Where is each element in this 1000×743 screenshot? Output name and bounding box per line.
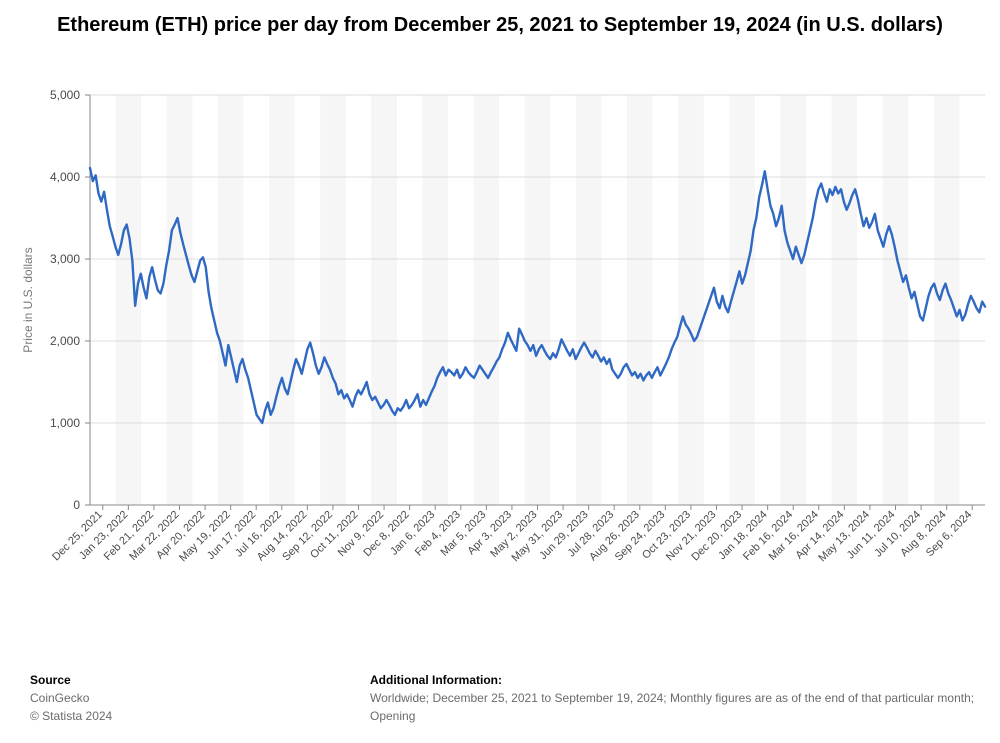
footer-additional-label: Additional Information: [370,671,1000,689]
line-chart: 0 1,000 2,000 3,000 4,000 5,000 Price in U.S. … [0,80,1000,640]
chart-footer: Source CoinGecko © Statista 2024 Additio… [30,671,1000,725]
svg-text:2,000: 2,000 [50,334,80,348]
svg-text:1,000: 1,000 [50,416,80,430]
chart-svg: 0 1,000 2,000 3,000 4,000 5,000 Price in U.S. … [0,80,1000,640]
footer-additional-text: Worldwide; December 25, 2021 to Septembe… [370,689,1000,725]
chart-title: Ethereum (ETH) price per day from Decemb… [0,12,1000,39]
footer-source-block: Source CoinGecko © Statista 2024 [30,671,370,725]
footer-copyright: © Statista 2024 [30,707,370,725]
footer-additional-block: Additional Information: Worldwide; Decem… [370,671,1000,725]
chart-stage: Ethereum (ETH) price per day from Decemb… [0,0,1000,743]
footer-source-text: CoinGecko [30,689,370,707]
footer-source-label: Source [30,671,370,689]
svg-text:3,000: 3,000 [50,252,80,266]
svg-text:4,000: 4,000 [50,170,80,184]
svg-text:0: 0 [73,498,80,512]
svg-text:5,000: 5,000 [50,88,80,102]
svg-text:Price in U.S. dollars: Price in U.S. dollars [21,247,35,352]
